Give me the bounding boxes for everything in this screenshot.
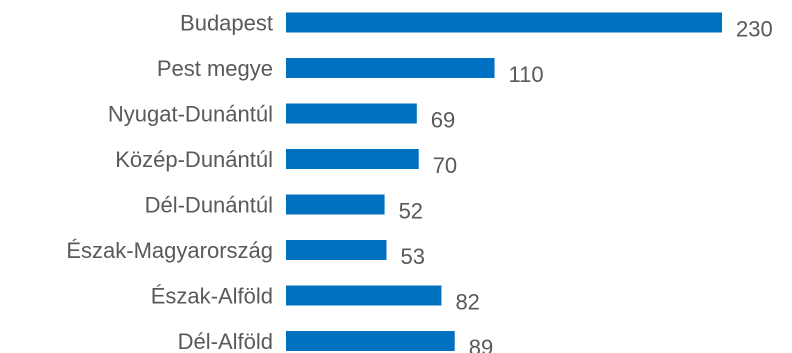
category-label-del-dunantul: Dél-Dunántúl (145, 193, 273, 218)
bar-budapest (286, 12, 722, 33)
bar-eszak-magyarorszag (286, 240, 387, 260)
category-label-budapest: Budapest (180, 11, 273, 36)
value-label-budapest: 230 (736, 17, 773, 42)
category-label-kozep-dunantul: Közép-Dunántúl (115, 147, 273, 172)
value-label-del-dunantul: 52 (399, 199, 423, 224)
value-label-nyugat-dunantul: 69 (431, 108, 455, 133)
bars (286, 12, 722, 351)
value-label-del-alfold: 89 (469, 335, 493, 353)
value-labels: 230 110 69 70 52 53 82 89 (399, 17, 773, 353)
category-label-del-alfold: Dél-Alföld (178, 329, 273, 353)
bar-nyugat-dunantul (286, 103, 417, 124)
bar-eszak-alfold (286, 285, 442, 306)
bar-pest-megye (286, 58, 495, 78)
bar-kozep-dunantul (286, 149, 419, 169)
category-label-pest-megye: Pest megye (157, 56, 273, 81)
value-label-eszak-alfold: 82 (455, 290, 479, 315)
bar-del-dunantul (286, 194, 385, 215)
category-labels: Budapest Pest megye Nyugat-Dunántúl Közép-D… (66, 11, 273, 353)
value-label-kozep-dunantul: 70 (433, 153, 457, 178)
bar-del-alfold (286, 331, 455, 351)
category-label-eszak-alfold: Észak-Alföld (151, 284, 273, 309)
category-label-eszak-magyarorszag: Észak-Magyarország (66, 238, 273, 263)
category-label-nyugat-dunantul: Nyugat-Dunántúl (108, 102, 273, 127)
value-label-pest-megye: 110 (509, 62, 544, 87)
value-label-eszak-magyarorszag: 53 (400, 244, 424, 269)
